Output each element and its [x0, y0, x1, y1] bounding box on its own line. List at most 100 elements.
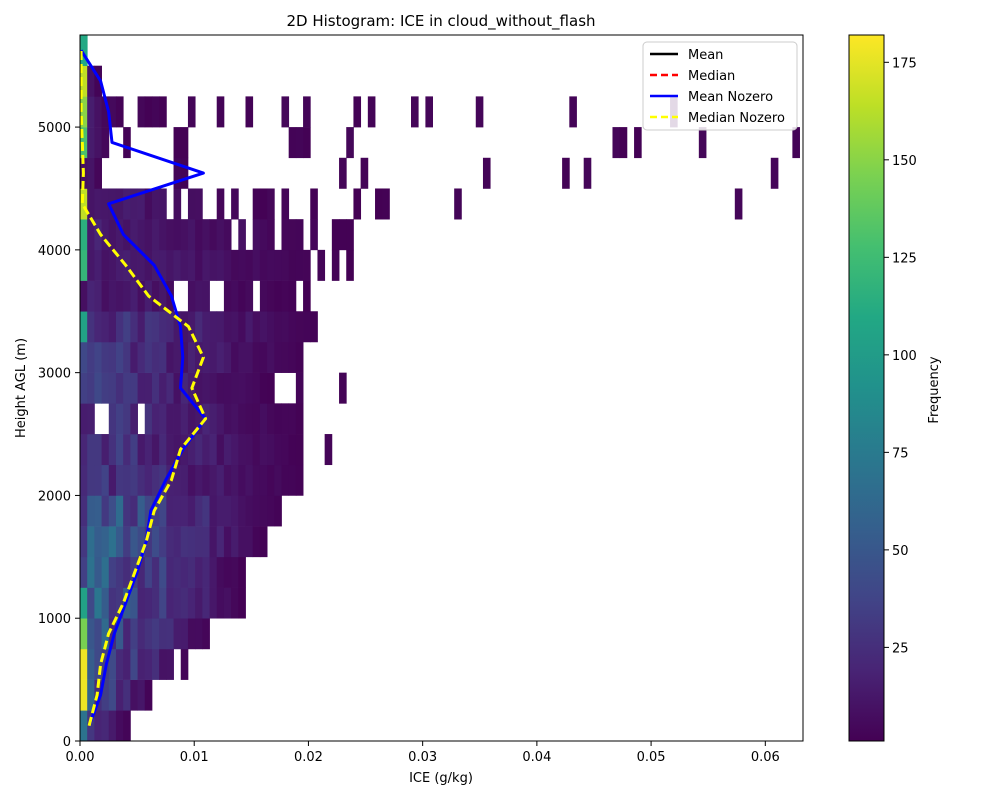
histogram-bin	[101, 556, 110, 588]
histogram-bin	[216, 587, 225, 619]
histogram-bin	[108, 372, 117, 404]
histogram-bin	[94, 65, 102, 97]
histogram-bin	[281, 188, 290, 220]
histogram-bin	[101, 249, 110, 281]
histogram-bin	[151, 188, 160, 220]
histogram-bin	[108, 280, 117, 312]
histogram-bin	[187, 434, 196, 466]
histogram-bin	[108, 96, 117, 128]
histogram-bin	[267, 372, 275, 404]
histogram-bin	[101, 311, 110, 343]
histogram-bin	[202, 280, 210, 312]
histogram-bin	[187, 556, 196, 588]
histogram-bin	[202, 372, 210, 404]
histogram-bin	[159, 249, 167, 281]
histogram-bin	[144, 311, 153, 343]
legend-median-label: Median	[688, 69, 735, 84]
histogram-bin	[130, 403, 138, 435]
histogram-bin	[173, 341, 182, 373]
histogram-bin	[187, 96, 196, 128]
histogram-bin	[137, 249, 146, 281]
histogram-bin	[187, 587, 196, 619]
histogram-bin	[123, 219, 131, 251]
histogram-bin	[87, 249, 95, 281]
histogram-bin	[115, 464, 124, 496]
histogram-bin	[123, 127, 131, 159]
histogram-bin	[202, 434, 210, 466]
histogram-bin	[303, 127, 311, 159]
histogram-bin	[209, 341, 218, 373]
histogram-bin	[216, 188, 225, 220]
histogram-bin	[187, 495, 196, 527]
histogram-bin	[209, 495, 218, 527]
histogram-bin	[281, 96, 290, 128]
histogram-bin	[173, 188, 182, 220]
histogram-bin	[108, 526, 117, 558]
histogram-bin	[108, 648, 117, 680]
histogram-bin	[144, 434, 153, 466]
histogram-bin	[94, 341, 102, 373]
histogram-bin	[137, 96, 146, 128]
histogram-bin	[166, 372, 174, 404]
histogram-bin	[137, 464, 146, 496]
histogram-bin	[295, 403, 304, 435]
histogram-bin	[159, 434, 167, 466]
histogram-bin	[310, 188, 318, 220]
histogram-bin	[288, 464, 297, 496]
histogram-bin	[87, 311, 95, 343]
histogram-bin	[173, 219, 182, 251]
colorbar: 25 50 75 100 125 150 175 Frequency	[848, 34, 942, 742]
histogram-bin	[108, 311, 117, 343]
histogram-bin	[87, 587, 95, 619]
y-axis-label: Height AGL (m)	[14, 338, 29, 438]
histogram-bin	[115, 679, 124, 711]
histogram-bin	[144, 618, 153, 650]
histogram-bin	[202, 556, 210, 588]
histogram-bin	[87, 679, 95, 711]
histogram-bin	[238, 495, 246, 527]
histogram-bin	[94, 434, 102, 466]
histogram-bin	[151, 618, 160, 650]
histogram-bin	[267, 311, 275, 343]
histogram-bin	[151, 587, 160, 619]
histogram-bin	[353, 188, 362, 220]
histogram-bin	[202, 249, 210, 281]
histogram-bin	[295, 372, 304, 404]
histogram-bin	[267, 464, 275, 496]
y-axis: 0 1000 2000 3000 4000 5000	[38, 121, 80, 750]
histogram-bin	[360, 157, 369, 189]
histogram-bin	[223, 434, 232, 466]
histogram-bin	[80, 249, 88, 281]
histogram-bin	[80, 587, 88, 619]
histogram-bin	[130, 188, 138, 220]
histogram-bin	[115, 618, 124, 650]
histogram-bin	[159, 495, 167, 527]
histogram-bin	[123, 648, 131, 680]
histogram-bin	[94, 464, 102, 496]
histogram-bin	[209, 311, 218, 343]
histogram-bin	[238, 372, 246, 404]
histogram-bin	[195, 372, 203, 404]
histogram-bin	[166, 587, 174, 619]
histogram-bin	[137, 434, 146, 466]
histogram-bin	[159, 648, 167, 680]
histogram-bin	[303, 96, 311, 128]
histogram-bin	[238, 587, 246, 619]
histogram-bin	[245, 311, 254, 343]
histogram-bin	[267, 495, 275, 527]
histogram-bin	[252, 219, 261, 251]
histogram-bin	[87, 372, 95, 404]
histogram-bin	[101, 679, 110, 711]
histogram-bin	[187, 219, 196, 251]
histogram-bin	[195, 495, 203, 527]
histogram-bin	[137, 188, 146, 220]
histogram-bin	[281, 219, 290, 251]
histogram-bins	[80, 35, 800, 741]
histogram-bin	[87, 464, 95, 496]
histogram-bin	[87, 403, 95, 435]
histogram-bin	[94, 587, 102, 619]
histogram-bin	[310, 311, 318, 343]
histogram-bin	[80, 372, 88, 404]
histogram-bin	[267, 341, 275, 373]
histogram-bin	[101, 710, 110, 741]
